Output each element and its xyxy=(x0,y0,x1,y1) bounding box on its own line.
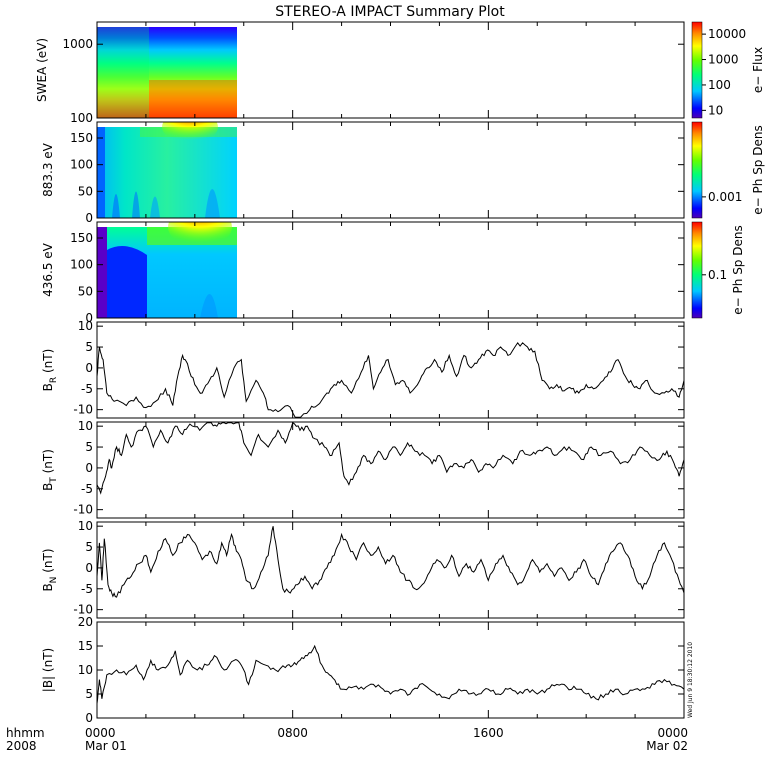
bmag-series-line xyxy=(96,644,685,704)
pad-436-colorbar-label: e− Ph Sp Dens xyxy=(731,225,745,314)
swea-spectrogram-image xyxy=(97,27,237,118)
spec-y-tick-label: 100 xyxy=(70,158,93,172)
y-label-main: B xyxy=(41,383,55,391)
x-tick-label: 0000 xyxy=(85,726,116,740)
x-tick-label: 0000 xyxy=(657,726,688,740)
y-tick-label: -5 xyxy=(81,382,93,396)
y-tick-label: 0 xyxy=(85,711,93,725)
colorbar-tick-label: 0.1 xyxy=(708,268,727,282)
y-tick-label: 0 xyxy=(85,461,93,475)
colorbar-tick-label: 1000 xyxy=(708,53,739,67)
pad-883-spectrogram-image xyxy=(97,122,237,218)
y-tick-label: 5 xyxy=(85,540,93,554)
y-tick-label: 5 xyxy=(85,687,93,701)
y-label-unit: (nT) xyxy=(41,648,55,676)
pad-883-y-label: 883.3 eV xyxy=(41,142,55,197)
y-label-unit: (nT) xyxy=(41,449,55,477)
spec-y-tick-label: 0 xyxy=(85,211,93,225)
chart-title: STEREO-A IMPACT Summary Plot xyxy=(275,4,505,20)
y-tick-label: 5 xyxy=(85,340,93,354)
x-tick-label: 1600 xyxy=(473,726,504,740)
y-label-subscript: R xyxy=(49,377,59,383)
y-tick-label: -5 xyxy=(81,482,93,496)
y-tick-label: -10 xyxy=(73,603,93,617)
bn-panel: 10 5 0 -5 -10 BN (nT) xyxy=(41,519,685,619)
spec-y-tick-label: 150 xyxy=(70,131,93,145)
pad-436-colorbar-ticks: 0.1 xyxy=(702,268,727,282)
bn-axes-frame xyxy=(96,521,685,619)
swea-y-ticks: 1000 100 xyxy=(62,22,685,125)
pad-436-spectrogram-image xyxy=(97,222,237,318)
pad-436-colorbar xyxy=(691,221,703,319)
colorbar-tick-label: 100 xyxy=(708,78,731,92)
y-tick-label: 10 xyxy=(78,663,93,677)
bt-panel: 10 5 0 -5 -10 BT (nT) xyxy=(41,419,685,519)
y-label-main: B xyxy=(41,583,55,591)
y-label-unit: (nT) xyxy=(41,349,55,377)
x-tick-date: Mar 01 xyxy=(85,739,127,753)
y-tick-label: 15 xyxy=(78,639,93,653)
y-tick-label: -5 xyxy=(81,582,93,596)
spec-y-tick-label: 100 xyxy=(70,258,93,272)
spec-y-tick-label: 150 xyxy=(70,231,93,245)
bt-y-label: BT (nT) xyxy=(41,449,59,491)
pad-436-y-label: 436.5 eV xyxy=(41,242,55,297)
bt-axes-frame xyxy=(96,421,685,519)
pad-883-y-ticks: 150 100 50 0 xyxy=(70,122,685,225)
swea-colorbar xyxy=(691,21,703,119)
spec-y-tick-label: 50 xyxy=(78,184,93,198)
year-caption: 2008 xyxy=(6,739,37,753)
x-tick-date: Mar 02 xyxy=(646,739,688,753)
bn-y-label: BN (nT) xyxy=(41,548,59,591)
y-tick-label: 10 xyxy=(78,519,93,533)
y-label-main: B xyxy=(41,483,55,491)
bn-series-line xyxy=(96,526,685,598)
bt-series-line xyxy=(96,422,685,495)
swea-colorbar-ticks: 10000 1000 100 10 xyxy=(702,27,746,117)
generation-timestamp: Wed Jun 9 18:30:12 2010 xyxy=(687,642,694,718)
br-y-label: BR (nT) xyxy=(41,349,59,392)
x-tick-label: 0800 xyxy=(277,726,308,740)
y-tick-label: -10 xyxy=(73,503,93,517)
y-label-unit: (nT) xyxy=(41,548,55,576)
spec-y-tick-label: 0 xyxy=(85,311,93,325)
pad-883-spectrogram-panel: 150 100 50 0 883.3 eV 0.001 e− Ph Sp Dens xyxy=(41,121,765,225)
y-tick-label: 5 xyxy=(85,440,93,454)
spec-y-tick-label: 1000 xyxy=(62,37,93,51)
pad-436-spectrogram-panel: 150 100 50 0 436.5 eV 0.1 e− Ph Sp Dens xyxy=(41,221,745,325)
pad-436-y-ticks: 150 100 50 0 xyxy=(70,222,685,325)
y-tick-label: 0 xyxy=(85,361,93,375)
colorbar-tick-label: 10 xyxy=(708,103,723,117)
y-tick-label: -10 xyxy=(73,403,93,417)
bmag-axes-frame xyxy=(96,621,685,719)
time-axis-caption: hhmm xyxy=(6,726,45,740)
pad-883-colorbar-label: e− Ph Sp Dens xyxy=(751,125,765,214)
swea-y-label: SWEA (eV) xyxy=(35,38,49,102)
y-tick-label: 10 xyxy=(78,319,93,333)
y-label-subscript: T xyxy=(49,477,59,484)
swea-spectrogram-panel: 1000 100 SWEA (eV) 10000 1000 100 10 e− Flux xyxy=(35,21,765,125)
pad-883-colorbar xyxy=(691,121,703,219)
y-tick-label: 0 xyxy=(85,561,93,575)
y-label-main: |B| xyxy=(41,676,55,692)
spec-y-tick-label: 100 xyxy=(70,111,93,125)
spec-y-tick-label: 50 xyxy=(78,284,93,298)
y-label-subscript: N xyxy=(49,577,59,584)
colorbar-tick-label: 10000 xyxy=(708,27,746,41)
pad-883-colorbar-ticks: 0.001 xyxy=(702,190,742,204)
y-tick-label: 10 xyxy=(78,419,93,433)
bmag-panel: 20 15 10 5 0 |B| (nT) xyxy=(41,615,685,725)
swea-colorbar-label: e− Flux xyxy=(751,47,765,93)
colorbar-tick-label: 0.001 xyxy=(708,190,742,204)
y-tick-label: 20 xyxy=(78,615,93,629)
br-panel: 10 5 0 -5 -10 BR (nT) xyxy=(41,319,685,419)
br-series-line xyxy=(96,342,685,418)
bmag-y-label: |B| (nT) xyxy=(41,648,55,692)
